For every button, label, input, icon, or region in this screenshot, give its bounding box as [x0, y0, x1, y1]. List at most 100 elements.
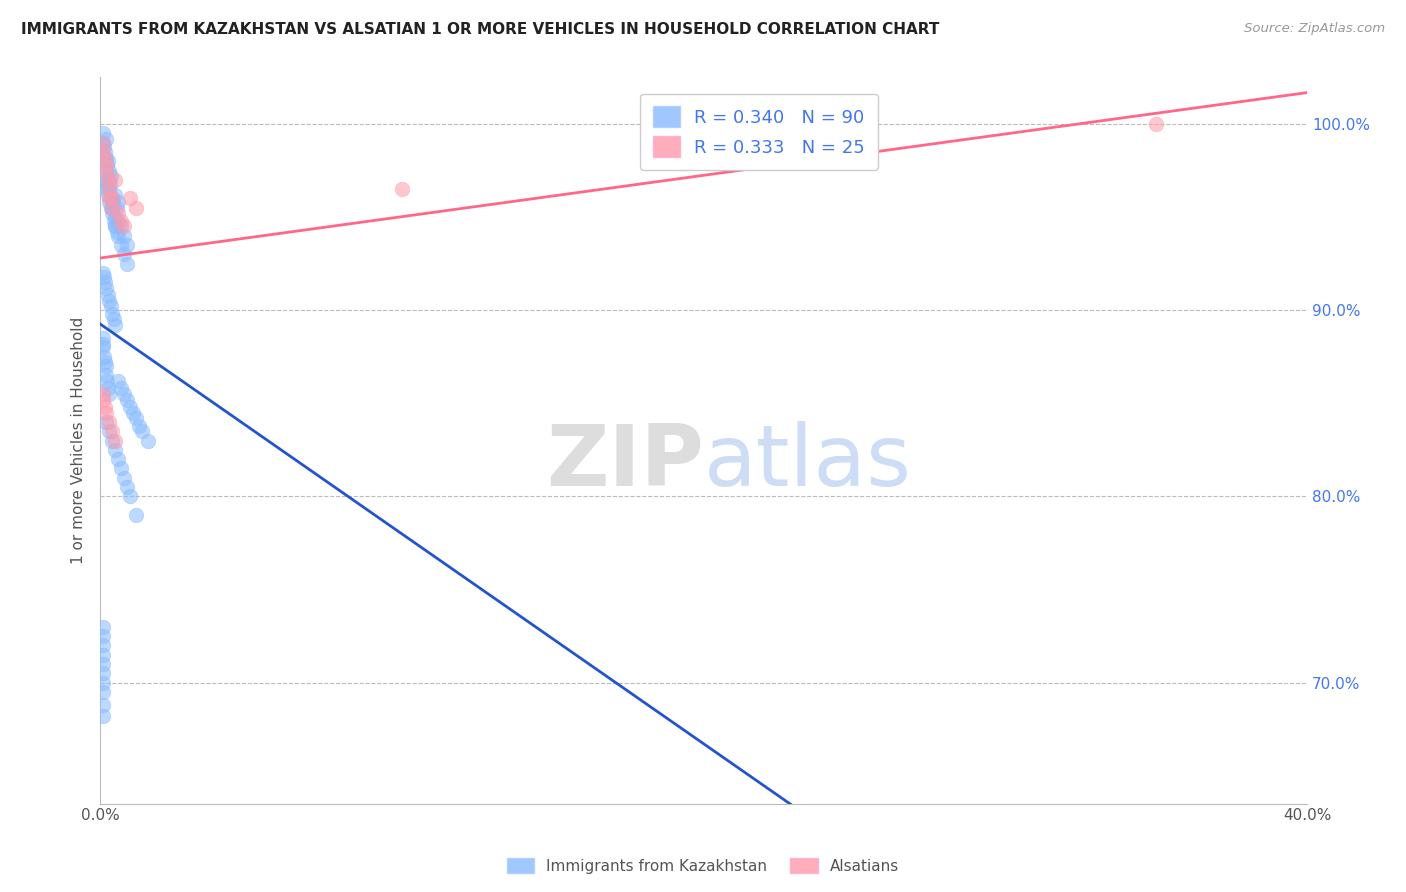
Point — [93, 400, 115, 414]
Point — [1144, 117, 1167, 131]
Point — [101, 191, 124, 205]
Point — [94, 359, 117, 373]
Point — [97, 381, 120, 395]
Point — [107, 452, 129, 467]
Point — [98, 191, 121, 205]
Point — [101, 195, 124, 210]
Point — [91, 136, 114, 150]
Point — [107, 206, 129, 220]
Point — [96, 163, 118, 178]
Point — [96, 182, 118, 196]
Point — [93, 350, 115, 364]
Point — [131, 424, 153, 438]
Point — [91, 657, 114, 671]
Point — [112, 247, 135, 261]
Point — [91, 145, 114, 159]
Point — [93, 355, 115, 369]
Point — [98, 163, 121, 178]
Point — [98, 415, 121, 429]
Point — [91, 675, 114, 690]
Point — [91, 666, 114, 681]
Point — [101, 424, 124, 438]
Point — [100, 201, 122, 215]
Point — [101, 307, 124, 321]
Point — [117, 392, 139, 407]
Point — [107, 195, 129, 210]
Point — [98, 177, 121, 191]
Point — [93, 145, 115, 159]
Point — [112, 471, 135, 485]
Point — [125, 201, 148, 215]
Point — [104, 219, 127, 234]
Legend: Immigrants from Kazakhstan, Alsatians: Immigrants from Kazakhstan, Alsatians — [501, 852, 905, 880]
Point — [91, 336, 114, 351]
Point — [100, 300, 122, 314]
Point — [110, 214, 132, 228]
Point — [98, 182, 121, 196]
Point — [112, 219, 135, 234]
Point — [104, 442, 127, 457]
Point — [125, 411, 148, 425]
Point — [101, 201, 124, 215]
Point — [97, 154, 120, 169]
Point — [107, 374, 129, 388]
Point — [105, 225, 128, 239]
Point — [97, 173, 120, 187]
Point — [120, 400, 142, 414]
Point — [91, 698, 114, 712]
Point — [96, 415, 118, 429]
Point — [117, 238, 139, 252]
Text: Source: ZipAtlas.com: Source: ZipAtlas.com — [1244, 22, 1385, 36]
Point — [91, 648, 114, 662]
Point — [110, 238, 132, 252]
Point — [91, 620, 114, 634]
Point — [103, 312, 125, 326]
Point — [138, 434, 160, 448]
Point — [93, 177, 115, 191]
Point — [96, 151, 118, 165]
Y-axis label: 1 or more Vehicles in Household: 1 or more Vehicles in Household — [72, 317, 86, 564]
Point — [96, 158, 118, 172]
Point — [112, 228, 135, 243]
Point — [101, 201, 124, 215]
Point — [101, 434, 124, 448]
Point — [104, 434, 127, 448]
Point — [91, 331, 114, 345]
Point — [91, 392, 114, 407]
Point — [101, 206, 124, 220]
Point — [96, 158, 118, 172]
Point — [110, 461, 132, 475]
Point — [96, 163, 118, 178]
Point — [110, 381, 132, 395]
Point — [91, 266, 114, 280]
Point — [93, 269, 115, 284]
Point — [96, 406, 118, 420]
Point — [96, 281, 118, 295]
Point — [98, 182, 121, 196]
Point — [110, 219, 132, 234]
Point — [104, 318, 127, 332]
Point — [91, 709, 114, 723]
Point — [120, 489, 142, 503]
Point — [91, 340, 114, 354]
Point — [125, 508, 148, 522]
Point — [91, 629, 114, 643]
Point — [104, 187, 127, 202]
Point — [103, 214, 125, 228]
Point — [97, 187, 120, 202]
Text: ZIP: ZIP — [546, 421, 703, 504]
Point — [98, 387, 121, 401]
Point — [104, 219, 127, 234]
Text: atlas: atlas — [703, 421, 911, 504]
Point — [117, 480, 139, 494]
Point — [122, 406, 145, 420]
Legend: R = 0.340   N = 90, R = 0.333   N = 25: R = 0.340 N = 90, R = 0.333 N = 25 — [640, 94, 877, 169]
Point — [98, 195, 121, 210]
Point — [91, 387, 114, 401]
Point — [98, 173, 121, 187]
Point — [91, 638, 114, 652]
Point — [104, 173, 127, 187]
Point — [105, 201, 128, 215]
Point — [93, 275, 115, 289]
Point — [120, 191, 142, 205]
